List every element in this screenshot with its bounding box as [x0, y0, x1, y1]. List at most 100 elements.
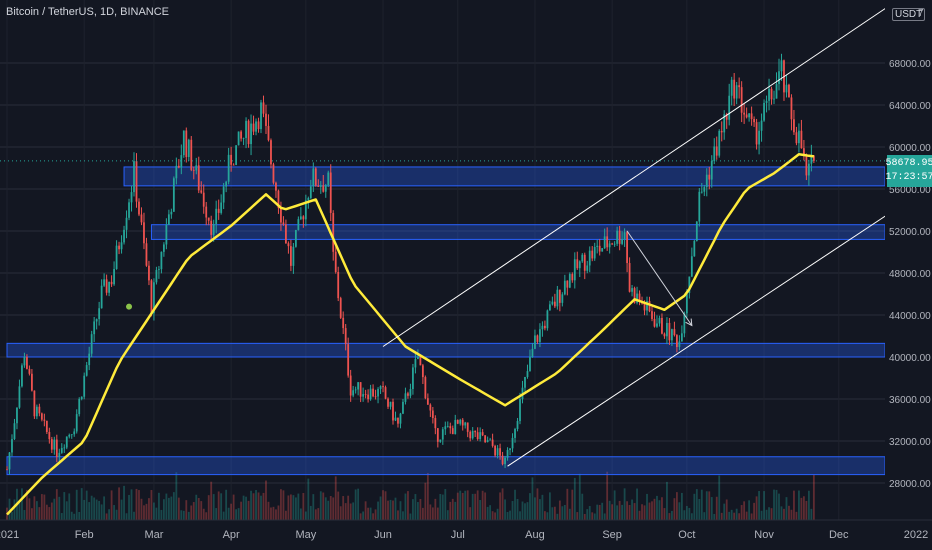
candle-body	[250, 123, 252, 145]
candle-body	[362, 394, 365, 397]
volume-bar	[733, 512, 736, 520]
candle-body	[621, 239, 624, 244]
candle-body	[135, 161, 138, 202]
volume-bar	[364, 501, 367, 520]
currency-selector[interactable]: USDT	[892, 8, 926, 21]
volume-bar	[270, 507, 272, 520]
candle-body	[671, 329, 673, 341]
volume-bar	[718, 475, 721, 520]
volume-bar	[516, 499, 519, 520]
volume-bar	[424, 482, 427, 520]
volume-bar	[105, 513, 108, 520]
volume-bar	[800, 497, 803, 520]
candle-body	[466, 422, 469, 432]
candle-body	[793, 119, 795, 133]
volume-bar	[419, 498, 422, 520]
price-tick-label: 48000.00	[889, 269, 931, 280]
candle-body	[192, 169, 195, 171]
candle-body	[33, 390, 36, 417]
candle-body	[230, 154, 233, 165]
candle-body	[591, 250, 594, 259]
candle-body	[573, 259, 576, 281]
volume-bar	[389, 499, 392, 520]
time-tick-label: Oct	[678, 529, 695, 541]
volume-bar	[337, 491, 340, 520]
candle-body	[292, 246, 295, 266]
candle-body	[807, 163, 810, 176]
candle-body	[546, 310, 549, 329]
candle-body	[207, 217, 210, 221]
candle-body	[646, 301, 648, 311]
candle-body	[118, 245, 120, 250]
candle-body	[484, 435, 487, 443]
volume-bar	[282, 490, 285, 520]
volume-bar	[506, 512, 509, 520]
volume-bar	[73, 513, 76, 520]
volume-bar	[563, 504, 566, 520]
volume-bar	[177, 497, 180, 520]
candle-body	[441, 429, 444, 440]
candle-body	[110, 281, 113, 285]
candle-body	[586, 265, 589, 271]
volume-bar	[805, 500, 808, 520]
candle-body	[245, 120, 247, 138]
volume-bar	[760, 510, 763, 520]
volume-bar	[220, 493, 223, 520]
volume-bar	[21, 488, 23, 520]
volume-bar	[464, 490, 467, 520]
candle-body	[713, 146, 716, 162]
candle-body	[576, 259, 579, 269]
volume-bar	[541, 494, 544, 520]
volume-bar	[170, 496, 173, 520]
volume-bar	[182, 510, 185, 520]
candle-body	[262, 102, 265, 114]
volume-bar	[675, 492, 678, 520]
volume-bar	[135, 488, 138, 520]
candle-body	[143, 222, 145, 244]
volume-bar	[698, 498, 701, 520]
candle-body	[200, 190, 203, 193]
price-axis[interactable]: 28000.00 32000.00 36000.00 40000.00 44000.00…	[885, 0, 932, 550]
volume-bar	[409, 513, 412, 520]
candle-body	[85, 365, 88, 376]
volume-bar	[250, 490, 252, 520]
volume-bar	[38, 507, 41, 520]
candle-body	[449, 426, 452, 429]
time-axis[interactable]: 2021 Feb Mar Apr May Jun Jul Aug Sep Oct Nov Dec 202…	[0, 519, 932, 541]
candle-body	[631, 288, 633, 292]
volume-bar	[793, 490, 795, 520]
candle-body	[382, 386, 384, 388]
candle-body	[210, 220, 213, 235]
candle-body	[240, 131, 242, 139]
volume-bar	[309, 505, 312, 520]
volume-bar	[324, 497, 327, 520]
volume-bar	[484, 492, 487, 520]
volume-bar	[294, 497, 297, 520]
candle-body	[685, 293, 688, 314]
candle-body	[8, 452, 11, 470]
candle-body	[763, 102, 765, 121]
candle-body	[372, 388, 374, 397]
candle-body	[424, 377, 427, 399]
candle-body	[352, 390, 355, 396]
volume-bar	[531, 477, 534, 520]
volume-bar	[481, 490, 484, 520]
candle-body	[327, 172, 330, 186]
volume-bar	[778, 493, 780, 520]
candle-body	[509, 448, 511, 451]
volume-bar	[431, 507, 434, 520]
price-tick-label: 32000.00	[889, 437, 931, 448]
volume-bar	[304, 511, 307, 520]
candle-body	[252, 123, 255, 132]
volume-bar	[469, 507, 472, 520]
candle-body	[596, 245, 599, 247]
grid-lines	[0, 0, 917, 520]
candle-body	[389, 401, 392, 407]
candle-body	[578, 261, 581, 269]
volume-bar	[382, 490, 384, 520]
volume-bar	[118, 487, 120, 520]
candle-body	[710, 161, 713, 180]
candle-body	[297, 219, 300, 230]
volume-bar	[255, 490, 257, 520]
